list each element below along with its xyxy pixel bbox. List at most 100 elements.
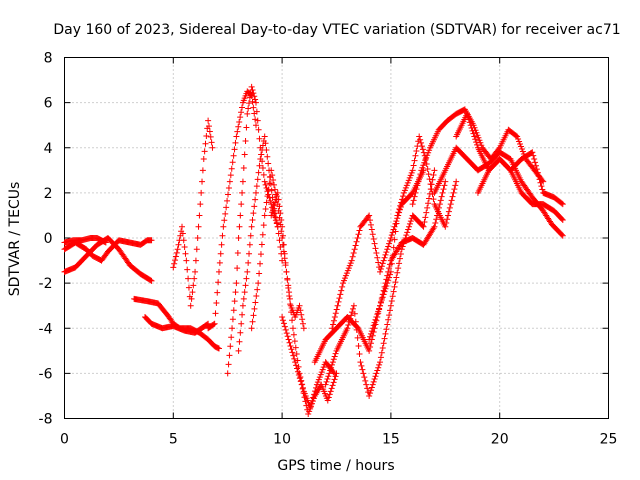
data-point-track-q xyxy=(474,132,481,139)
data-point-track-p xyxy=(369,325,376,332)
data-point-track-l xyxy=(299,385,306,392)
data-point-track-p xyxy=(405,177,412,184)
data-point-track-l xyxy=(308,400,315,407)
data-point-track-p xyxy=(395,209,402,216)
data-point-track-l xyxy=(310,395,317,402)
data-point-track-h xyxy=(239,189,246,196)
data-point-track-l xyxy=(296,375,303,382)
data-point-track-g xyxy=(215,268,222,275)
data-point-track-k xyxy=(275,196,282,203)
data-point-track-i xyxy=(262,140,269,147)
data-point-track-i xyxy=(252,196,259,203)
data-point-track-g xyxy=(236,118,243,125)
data-point-track-l xyxy=(307,405,314,412)
data-point-track-n xyxy=(393,274,400,281)
data-point-track-i xyxy=(257,156,264,163)
data-point-track-k xyxy=(289,325,296,332)
data-point-track-k xyxy=(320,364,327,371)
data-point-track-m xyxy=(440,186,447,193)
data-point-track-f xyxy=(188,295,195,302)
data-point-track-j xyxy=(298,311,305,318)
data-point-track-n xyxy=(368,384,375,391)
y-tick-label: -4 xyxy=(39,321,53,337)
data-point-track-g xyxy=(221,217,228,224)
data-point-track-i xyxy=(251,203,258,210)
data-point-track-p xyxy=(391,236,398,243)
data-point-track-o xyxy=(389,229,396,236)
data-point-track-h xyxy=(227,343,234,350)
data-point-track-o xyxy=(331,313,338,320)
data-point-track-k xyxy=(289,317,296,324)
data-point-track-h xyxy=(234,265,241,272)
data-point-track-n xyxy=(359,366,366,373)
data-point-track-n xyxy=(404,229,411,236)
data-point-track-n xyxy=(379,344,386,351)
data-point-track-j xyxy=(259,231,266,238)
data-point-track-n xyxy=(402,235,409,241)
data-point-track-t xyxy=(538,183,545,190)
data-point-track-o xyxy=(336,295,343,302)
data-point-track-f xyxy=(201,148,208,155)
data-point-track-i xyxy=(246,241,253,248)
data-point-track-s xyxy=(465,116,472,123)
data-point-track-f xyxy=(180,237,187,244)
data-point-track-q xyxy=(423,154,430,161)
data-point-track-n xyxy=(349,305,356,312)
x-tick-label: 10 xyxy=(273,432,291,448)
data-point-track-h xyxy=(236,223,243,230)
data-point-track-n xyxy=(352,318,359,325)
data-point-track-l xyxy=(329,382,336,389)
data-point-track-h xyxy=(254,117,261,124)
data-point-track-l xyxy=(289,349,296,356)
data-point-track-q xyxy=(519,148,526,155)
data-point-track-j xyxy=(297,307,304,314)
data-point-track-k xyxy=(278,216,285,223)
data-point-track-l xyxy=(282,326,289,333)
data-point-track-n xyxy=(378,349,385,356)
data-point-track-o xyxy=(384,246,391,253)
data-point-track-o xyxy=(344,267,351,274)
data-point-track-o xyxy=(352,242,359,249)
data-point-track-p xyxy=(445,212,452,219)
data-point-track-k xyxy=(287,301,294,308)
data-point-track-p xyxy=(389,252,396,259)
data-point-track-q xyxy=(425,149,432,156)
data-point-track-g xyxy=(238,109,245,116)
data-point-track-l xyxy=(283,330,290,337)
data-point-track-h xyxy=(267,197,274,204)
data-point-track-m xyxy=(367,344,374,351)
y-tick-label: 6 xyxy=(44,96,53,112)
data-point-track-g xyxy=(233,133,240,140)
data-point-track-n xyxy=(357,359,364,366)
data-point-track-k xyxy=(288,309,295,316)
data-point-track-n xyxy=(407,218,414,225)
data-point-track-n xyxy=(329,359,336,366)
data-point-track-g xyxy=(223,204,230,211)
data-point-track-n xyxy=(397,250,404,257)
data-point-track-f xyxy=(205,117,212,124)
data-point-track-i xyxy=(267,180,274,187)
data-point-track-o xyxy=(340,277,347,284)
data-point-track-m xyxy=(438,193,445,200)
data-point-track-n xyxy=(395,265,402,272)
data-point-track-p xyxy=(448,197,455,204)
data-point-track-o xyxy=(377,268,384,275)
data-point-track-l xyxy=(309,398,316,405)
data-point-track-n xyxy=(328,361,335,368)
data-point-track-h xyxy=(235,235,242,241)
data-point-track-q xyxy=(422,157,429,164)
data-point-track-n xyxy=(419,222,426,229)
data-point-track-c xyxy=(101,239,108,246)
data-point-track-q xyxy=(472,127,479,134)
data-point-track-f xyxy=(197,201,204,208)
data-point-track-q xyxy=(473,129,480,136)
data-point-track-k xyxy=(286,293,293,300)
data-point-track-o xyxy=(341,275,348,282)
data-point-track-n xyxy=(322,381,329,388)
data-point-track-p xyxy=(367,333,374,340)
data-point-track-n xyxy=(332,350,339,357)
data-point-track-o xyxy=(373,250,380,257)
data-point-track-n xyxy=(421,219,428,226)
data-point-track-j xyxy=(255,280,262,287)
data-point-track-i xyxy=(235,347,242,354)
